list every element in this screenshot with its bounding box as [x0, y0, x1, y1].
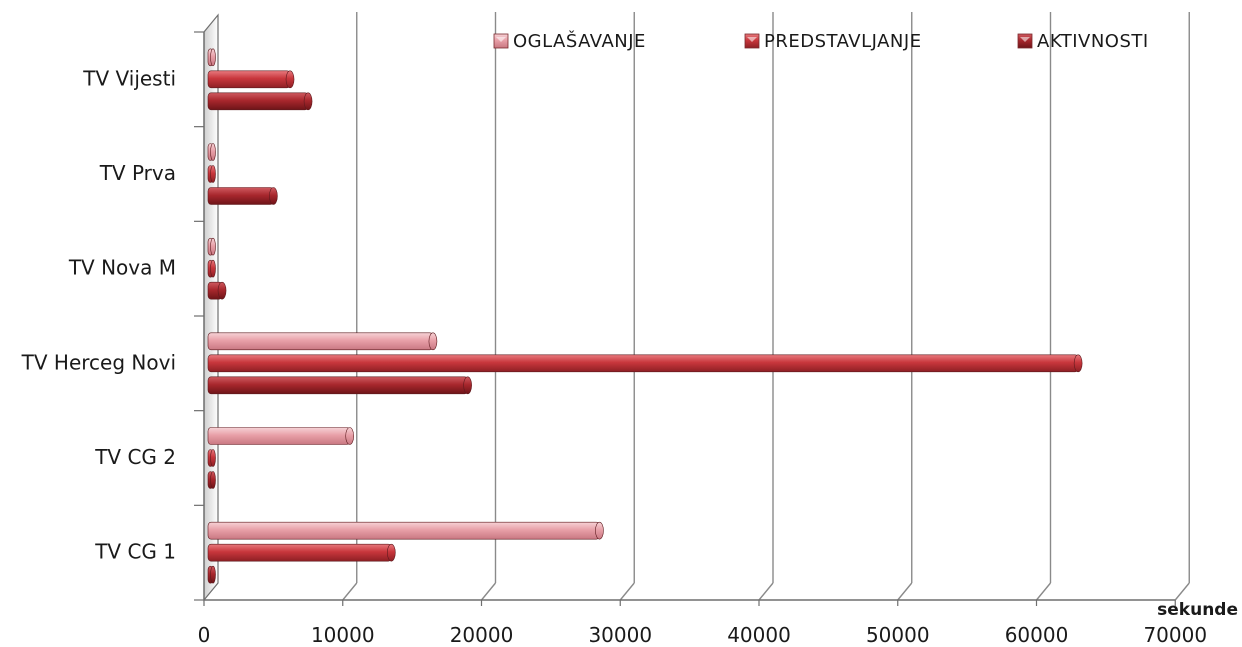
- x-tick-label: 30000: [588, 623, 652, 647]
- bar-end-cap: [1073, 354, 1083, 373]
- legend-swatch-highlight: [1020, 37, 1030, 42]
- bar-end-cap: [269, 187, 278, 205]
- bar-end-cap: [210, 143, 216, 161]
- bar-oglašavanje: [207, 521, 600, 540]
- legend: OGLAŠAVANJE PREDSTAVLJANJE AKTIVNOSTI: [493, 30, 1149, 52]
- y-category-label: TV Prva: [99, 161, 176, 185]
- gridline-depth: [897, 582, 913, 601]
- legend-swatch-highlight: [496, 37, 506, 42]
- x-tick-label: 0: [198, 623, 211, 647]
- legend-label: OGLAŠAVANJE: [513, 30, 646, 52]
- gridline-depth: [1035, 582, 1052, 601]
- bar-end-cap: [210, 165, 216, 183]
- x-tick-label: 60000: [1005, 623, 1069, 647]
- bar-oglašavanje: [207, 427, 350, 445]
- y-category-label: TV Herceg Novi: [21, 350, 176, 374]
- bar-end-cap: [285, 70, 295, 89]
- bar-predstavljanje: [207, 70, 291, 89]
- bar-end-cap: [210, 48, 216, 67]
- bar-end-cap: [210, 565, 216, 584]
- bar-end-cap: [428, 332, 438, 351]
- y-category-label: TV CG 1: [94, 540, 176, 564]
- y-category-label: TV Vijesti: [82, 66, 176, 90]
- x-tick-label: 10000: [311, 623, 375, 647]
- bar-predstavljanje: [207, 354, 1079, 373]
- bar-end-cap: [210, 259, 216, 278]
- x-tick-label: 50000: [866, 623, 930, 647]
- x-axis-title: sekunde: [1157, 600, 1238, 620]
- bar-end-cap: [463, 376, 472, 395]
- y-category-label: TV CG 2: [94, 445, 176, 469]
- gridline-depth: [342, 582, 358, 601]
- bar-end-cap: [345, 427, 354, 445]
- bar-oglašavanje: [207, 332, 434, 351]
- gridline-depth: [758, 582, 774, 601]
- bar-aktivnosti: [207, 92, 309, 111]
- x-tick-label: 40000: [727, 623, 791, 647]
- bar-end-cap: [210, 471, 216, 489]
- bar-end-cap: [595, 521, 604, 540]
- gridline-depth: [619, 582, 635, 601]
- bar-end-cap: [387, 543, 396, 562]
- legend-label: PREDSTAVLJANJE: [764, 31, 922, 52]
- bar-end-cap: [217, 281, 227, 300]
- x-tick-label: 70000: [1143, 623, 1207, 647]
- bar-end-cap: [303, 92, 313, 111]
- x-tick-label: 20000: [450, 623, 514, 647]
- bar-aktivnosti: [207, 187, 274, 205]
- gridline-depth: [1174, 582, 1190, 601]
- bar-aktivnosti: [207, 376, 468, 395]
- y-category-label: TV Nova M: [68, 256, 176, 280]
- gridline-depth: [480, 582, 497, 601]
- bar-predstavljanje: [207, 543, 392, 562]
- bar-end-cap: [210, 237, 216, 256]
- plot-area: 0 10000 20000 30000 40000 50000 60000 70000 TV V…: [21, 12, 1207, 647]
- bar-end-cap: [210, 449, 216, 467]
- legend-swatch-highlight: [747, 37, 757, 42]
- legend-label: AKTIVNOSTI: [1037, 31, 1149, 52]
